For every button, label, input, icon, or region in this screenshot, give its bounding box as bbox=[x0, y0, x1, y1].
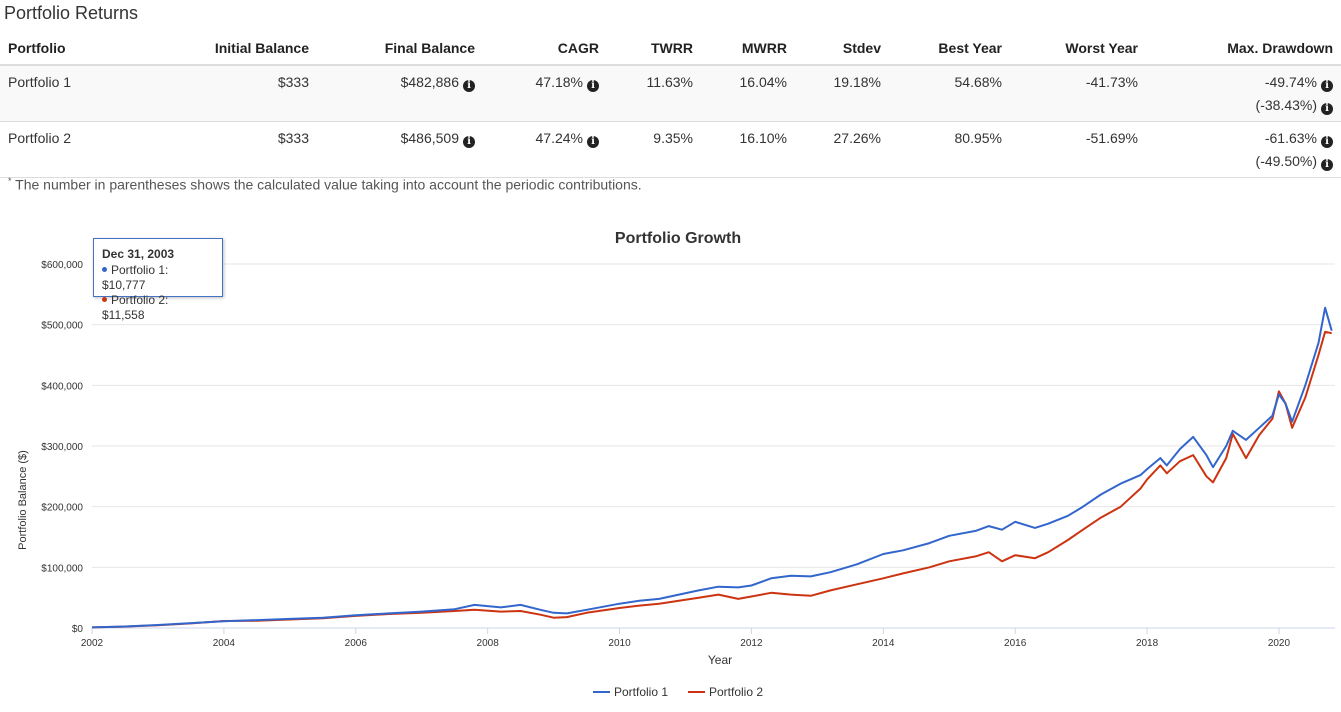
initial-balance: $333 bbox=[136, 121, 317, 178]
cagr: 47.18% bbox=[535, 74, 583, 90]
portfolio-growth-chart[interactable]: Portfolio Growth $0 $100,000 $200,000 $300,… bbox=[0, 220, 1341, 712]
stdev: 27.26% bbox=[795, 121, 889, 178]
section-title: Portfolio Returns bbox=[4, 3, 139, 23]
x-tick-label: 2016 bbox=[1004, 638, 1027, 649]
tooltip-row-portfolio-1: Portfolio 1: $10,777 bbox=[102, 263, 214, 293]
final-balance-cell: $486,509 i bbox=[317, 121, 483, 178]
y-tick-label: $400,000 bbox=[41, 381, 83, 392]
twrr: 11.63% bbox=[607, 65, 701, 122]
info-icon[interactable]: i bbox=[463, 136, 475, 148]
x-tick-label: 2008 bbox=[477, 638, 500, 649]
col-portfolio: Portfolio bbox=[0, 32, 136, 66]
footnote: * The number in parentheses shows the ca… bbox=[8, 176, 642, 193]
x-axis: 2002 2004 2006 2008 2010 2012 2014 2016 2018 2020 bbox=[81, 628, 1291, 649]
info-icon[interactable]: i bbox=[1321, 103, 1333, 115]
series-lines bbox=[91, 306, 1333, 629]
table-row: Portfolio 2 $333 $486,509 i 47.24% i 9.35%… bbox=[0, 121, 1341, 178]
info-icon[interactable]: i bbox=[587, 136, 599, 148]
initial-balance: $333 bbox=[136, 65, 317, 122]
x-tick-label: 2012 bbox=[740, 638, 763, 649]
col-cagr: CAGR bbox=[483, 32, 607, 66]
y-axis-label: Portfolio Balance ($) bbox=[17, 450, 29, 550]
y-tick-label: $100,000 bbox=[41, 563, 83, 574]
portfolio-name: Portfolio 2 bbox=[0, 121, 136, 178]
info-icon[interactable]: i bbox=[463, 80, 475, 92]
y-axis: $0 $100,000 $200,000 $300,000 $400,000 $500,0… bbox=[41, 260, 83, 635]
x-tick-label: 2004 bbox=[213, 638, 236, 649]
info-icon[interactable]: i bbox=[1321, 159, 1333, 171]
stdev: 19.18% bbox=[795, 65, 889, 122]
final-balance: $482,886 bbox=[400, 74, 459, 90]
x-tick-label: 2006 bbox=[345, 638, 368, 649]
worst-year: -51.69% bbox=[1010, 121, 1146, 178]
portfolio-name: Portfolio 1 bbox=[0, 65, 136, 122]
legend-label-portfolio-2[interactable]: Portfolio 2 bbox=[709, 685, 763, 699]
grid bbox=[92, 263, 1335, 629]
tooltip-dot-icon bbox=[102, 297, 107, 302]
series-line-portfolio-1[interactable] bbox=[91, 306, 1333, 629]
info-icon[interactable]: i bbox=[1321, 80, 1333, 92]
max-drawdown-contrib: (-49.50%) bbox=[1255, 153, 1317, 169]
x-tick-label: 2018 bbox=[1136, 638, 1159, 649]
mwrr: 16.04% bbox=[701, 65, 795, 122]
footnote-mark: * bbox=[8, 176, 12, 186]
cagr-cell: 47.24% i bbox=[483, 121, 607, 178]
col-mwrr: MWRR bbox=[701, 32, 795, 66]
worst-year: -41.73% bbox=[1010, 65, 1146, 122]
chart-tooltip: Dec 31, 2003 Portfolio 1: $10,777 Portfo… bbox=[93, 238, 223, 322]
col-stdev: Stdev bbox=[795, 32, 889, 66]
max-drawdown-contrib: (-38.43%) bbox=[1255, 97, 1317, 113]
legend[interactable]: Portfolio 1 Portfolio 2 bbox=[593, 685, 763, 699]
returns-table: Portfolio Initial Balance Final Balance … bbox=[0, 32, 1341, 178]
footnote-text: The number in parentheses shows the calc… bbox=[15, 176, 642, 193]
chart-title: Portfolio Growth bbox=[615, 230, 741, 247]
col-twrr: TWRR bbox=[607, 32, 701, 66]
max-drawdown-cell: -49.74% i (-38.43%) i bbox=[1146, 65, 1341, 122]
col-max-drawdown: Max. Drawdown bbox=[1146, 32, 1341, 66]
x-tick-label: 2014 bbox=[872, 638, 895, 649]
mwrr: 16.10% bbox=[701, 121, 795, 178]
col-worst-year: Worst Year bbox=[1010, 32, 1146, 66]
max-drawdown: -61.63% bbox=[1264, 130, 1317, 146]
best-year: 80.95% bbox=[889, 121, 1010, 178]
tooltip-date: Dec 31, 2003 bbox=[102, 247, 175, 261]
table-header-row: Portfolio Initial Balance Final Balance … bbox=[0, 32, 1341, 66]
col-initial-balance: Initial Balance bbox=[136, 32, 317, 66]
final-balance-cell: $482,886 i bbox=[317, 65, 483, 122]
x-tick-label: 2002 bbox=[81, 638, 104, 649]
y-tick-label: $600,000 bbox=[41, 260, 83, 271]
max-drawdown-cell: -61.63% i (-49.50%) i bbox=[1146, 121, 1341, 178]
x-axis-label: Year bbox=[708, 653, 732, 667]
col-best-year: Best Year bbox=[889, 32, 1010, 66]
col-final-balance: Final Balance bbox=[317, 32, 483, 66]
y-tick-label: $300,000 bbox=[41, 442, 83, 453]
y-tick-label: $200,000 bbox=[41, 503, 83, 514]
legend-label-portfolio-1[interactable]: Portfolio 1 bbox=[614, 685, 668, 699]
x-tick-label: 2010 bbox=[608, 638, 631, 649]
best-year: 54.68% bbox=[889, 65, 1010, 122]
tooltip-dot-icon bbox=[102, 267, 107, 272]
tooltip-value: Portfolio 2: $11,558 bbox=[102, 293, 169, 322]
info-icon[interactable]: i bbox=[1321, 136, 1333, 148]
cagr-cell: 47.18% i bbox=[483, 65, 607, 122]
tooltip-row-portfolio-2: Portfolio 2: $11,558 bbox=[102, 293, 214, 323]
cagr: 47.24% bbox=[535, 130, 583, 146]
info-icon[interactable]: i bbox=[587, 80, 599, 92]
table-row: Portfolio 1 $333 $482,886 i 47.18% i 11.63… bbox=[0, 65, 1341, 122]
x-tick-label: 2020 bbox=[1268, 638, 1291, 649]
series-line-portfolio-2[interactable] bbox=[91, 330, 1332, 629]
final-balance: $486,509 bbox=[400, 130, 459, 146]
tooltip-value: Portfolio 1: $10,777 bbox=[102, 263, 169, 292]
y-tick-label: $500,000 bbox=[41, 321, 83, 332]
y-tick-label: $0 bbox=[72, 624, 84, 635]
max-drawdown: -49.74% bbox=[1264, 74, 1317, 90]
twrr: 9.35% bbox=[607, 121, 701, 178]
